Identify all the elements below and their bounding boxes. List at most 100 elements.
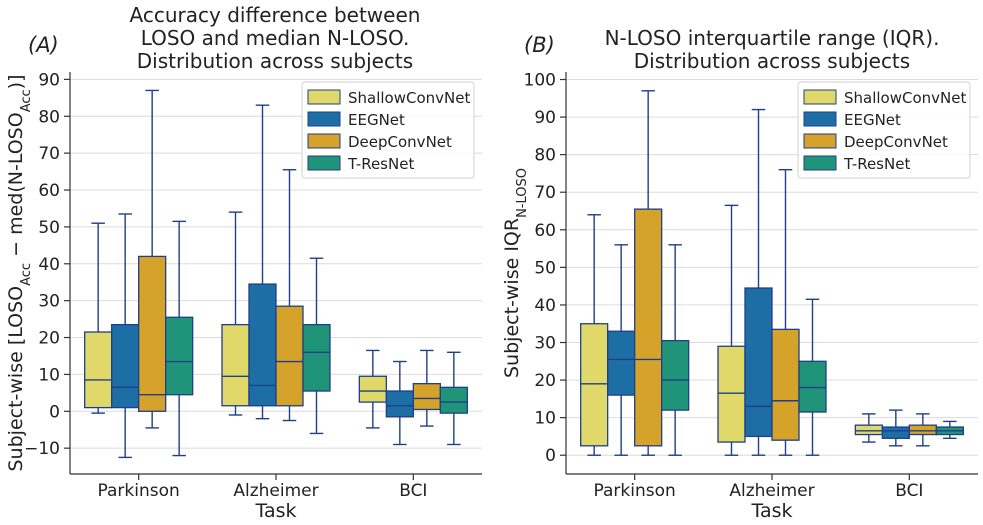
x-axis-label: Task [750,500,792,522]
box-eegnet-bci [385,360,414,446]
box-deepconvnet-parkinson [138,89,167,429]
panel-label: (B) [524,33,555,57]
box-iqr [580,323,609,447]
legend-label-shallowconvnet: ShallowConvNet [844,89,966,107]
y-tick-label: 60 [38,181,60,201]
legend-swatch-eegnet [803,111,837,127]
legend-swatch-eegnet [307,111,341,127]
box-deepconvnet-alzheimer [771,168,800,456]
legend-swatch-shallowconvnet [803,89,837,105]
box-iqr [302,323,331,392]
box-iqr [138,255,167,412]
chart-title-line: Distribution across subjects [137,49,413,73]
legend-frame [301,81,475,179]
y-axis-label-part: Subject-wise IQR [501,218,523,378]
legend-label-t-resnet: T-ResNet [843,155,910,173]
chart-title-line: LOSO and median N-LOSO. [141,26,410,50]
legend: ShallowConvNet EEGNet DeepConvNet T-ResNet [301,81,475,179]
box-shallowconvnet-parkinson [84,222,113,414]
box-iqr [854,424,883,436]
panel-label: (A) [28,33,59,57]
box-deepconvnet-alzheimer [275,169,304,422]
box-iqr [84,331,113,409]
y-axis-label: Subject-wise [LOSOAcc − med(N-LOSOAcc)] [5,74,34,471]
y-tick-label: 100 [524,71,556,91]
box-iqr [881,426,910,439]
box-t-resnet-parkinson [165,220,194,457]
box-t-resnet-parkinson [661,244,690,456]
box-shallowconvnet-alzheimer [717,204,746,456]
box-deepconvnet-bci [908,413,937,447]
box-deepconvnet-parkinson [634,90,663,456]
legend-swatch-t-resnet [307,155,341,171]
y-tick-label: 80 [38,107,60,127]
y-tick-label: 70 [534,183,556,203]
chart-title-line: N-LOSO interquartile range (IQR). [605,26,940,50]
box-t-resnet-bci [439,351,468,446]
y-tick-label: 60 [534,221,556,241]
y-tick-label: 30 [534,334,556,354]
y-tick-label: 0 [545,446,556,466]
x-tick-label: Parkinson [594,481,676,501]
box-iqr [221,323,250,407]
box-shallowconvnet-alzheimer [221,211,250,416]
chart-panel-a: −10 0 10 20 30 40 50 60 70 80 90 Parkinson Alzheimer… [5,3,482,522]
legend-swatch-t-resnet [803,155,837,171]
box-t-resnet-bci [935,420,964,440]
legend-label-eegnet: EEGNet [844,111,901,129]
y-tick-label: 30 [38,292,60,312]
box-iqr [661,339,690,411]
x-tick-label: Alzheimer [729,481,814,501]
x-tick-label: BCI [399,481,427,501]
chart-title-line: Accuracy difference between [130,3,421,27]
box-t-resnet-alzheimer [798,298,827,456]
box-iqr [248,283,277,407]
legend: ShallowConvNet EEGNet DeepConvNet T-ResNet [797,81,971,179]
legend-label-t-resnet: T-ResNet [347,155,414,173]
y-axis-label-subscript: Acc [19,89,34,112]
chart-panel-b: 0 10 20 30 40 50 60 70 80 90 100 Parkinson Alzheimer… [501,26,978,522]
box-t-resnet-alzheimer [302,257,331,435]
box-eegnet-alzheimer [248,104,277,420]
y-tick-label: 10 [38,365,60,385]
box-iqr [771,328,800,441]
chart-title-line: Distribution across subjects [634,49,910,73]
y-axis-label-part: − med(N-LOSO [5,112,27,263]
legend-label-shallowconvnet: ShallowConvNet [348,89,470,107]
box-iqr [717,345,746,443]
box-iqr [798,360,827,413]
y-tick-label: 0 [49,402,60,422]
box-iqr [439,386,468,414]
box-iqr [412,382,441,411]
box-shallowconvnet-bci [358,349,387,429]
box-iqr [607,330,636,396]
box-iqr [744,287,773,438]
y-axis-label: Subject-wise IQRN-LOSO [501,168,530,378]
y-tick-label: 70 [38,144,60,164]
box-eegnet-alzheimer [744,108,773,456]
x-tick-label: Parkinson [98,481,180,501]
legend-swatch-shallowconvnet [307,89,341,105]
x-axis-label: Task [254,500,296,522]
y-axis-label-part: )] [5,74,27,89]
y-tick-label: 90 [534,108,556,128]
box-iqr [358,375,387,403]
box-iqr [908,424,937,436]
box-eegnet-parkinson [111,213,140,459]
box-iqr [165,316,194,396]
y-tick-label: 20 [38,329,60,349]
box-iqr [111,323,140,409]
y-tick-label: −10 [24,439,60,459]
box-iqr [634,208,663,447]
y-tick-label: 40 [38,255,60,275]
y-axis-label-subscript: N-LOSO [515,168,530,218]
y-tick-label: 10 [534,409,556,429]
y-axis-label-subscript: Acc [19,263,34,286]
y-tick-label: 90 [38,70,60,90]
legend-frame [797,81,971,179]
legend-label-eegnet: EEGNet [348,111,405,129]
legend-swatch-deepconvnet [307,133,341,149]
box-eegnet-parkinson [607,244,636,456]
box-shallowconvnet-parkinson [580,214,609,456]
